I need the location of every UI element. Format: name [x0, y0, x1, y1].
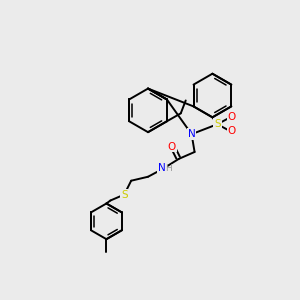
- Text: S: S: [121, 190, 128, 200]
- Text: O: O: [168, 142, 176, 152]
- Text: N: N: [188, 129, 196, 139]
- Text: H: H: [165, 164, 172, 173]
- Text: N: N: [158, 163, 166, 173]
- Text: S: S: [214, 119, 221, 129]
- Text: O: O: [228, 112, 236, 122]
- Text: O: O: [228, 126, 236, 136]
